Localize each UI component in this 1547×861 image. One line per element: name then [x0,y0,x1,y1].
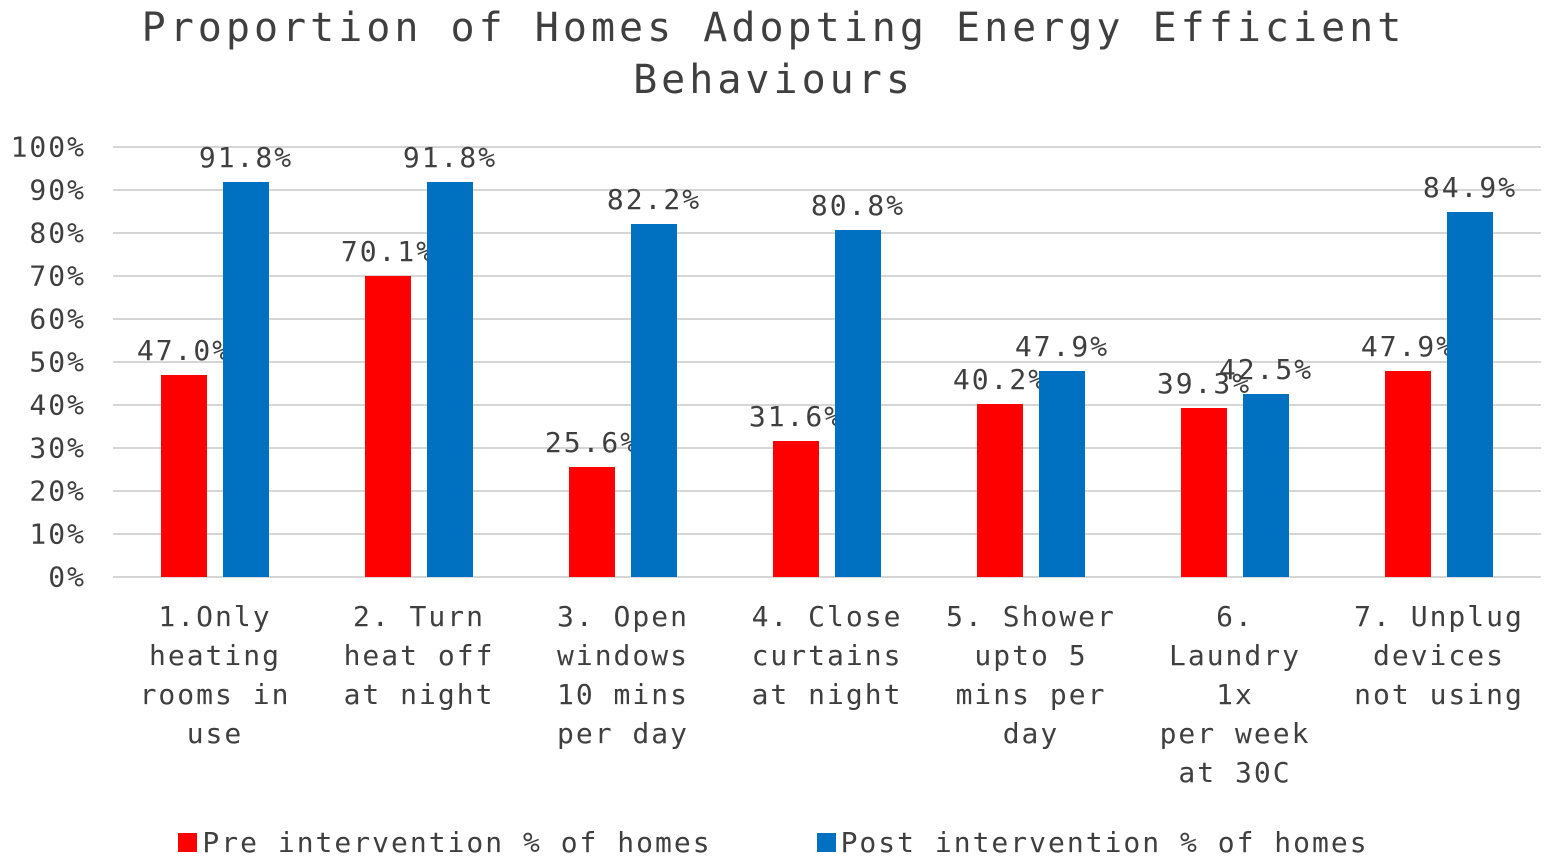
legend-label-post: Post intervention % of homes [840,826,1369,859]
value-label-post-5: 47.9% [1014,330,1110,364]
y-tick-50%: 50% [29,345,86,379]
value-label-post-2: 91.8% [402,141,498,175]
bar-pre-2 [365,275,411,577]
bar-pre-6 [1181,408,1227,577]
value-label-pre-3: 25.6% [544,425,640,459]
legend-label-pre: Pre intervention % of homes [202,826,712,859]
gridline-70% [113,275,1541,277]
bar-pre-4 [773,441,819,577]
chart-title: Proportion of Homes Adopting Energy Effi… [141,5,1406,103]
category-label-1: 1.Only heating rooms in use [139,600,291,750]
category-label-7: 7. Unplug devices not using [1354,600,1524,711]
legend-marker-post-icon [816,833,836,852]
bar-pre-7 [1385,371,1431,577]
bar-post-2 [427,182,473,577]
bar-pre-5 [977,404,1023,577]
category-label-5: 5. Shower upto 5 mins per day [946,600,1116,750]
gridline-40% [113,404,1541,406]
value-label-pre-4: 31.6% [748,400,844,434]
value-label-pre-6: 39.3% [1156,367,1252,401]
gridline-80% [113,232,1541,234]
y-tick-70%: 70% [29,259,86,293]
gridline-30% [113,447,1541,449]
gridline-0% [113,576,1541,578]
y-tick-40%: 40% [29,388,86,422]
value-label-pre-1: 47.0% [136,333,232,367]
bar-pre-3 [569,466,615,577]
gridline-90% [113,189,1541,191]
y-axis: 0% 10% 20% 30% 40% 50% 60% 70% 80% 90% 100% [0,131,86,594]
category-label-2: 2. Turn heat off at night [343,600,495,711]
legend-item-post: Post intervention % of homes [816,826,1369,859]
x-axis: 1.Only heating rooms in use 2. Turn heat … [113,597,1541,812]
bar-post-5 [1039,371,1085,577]
plot-area: 47.0% 91.8% 70.1% 91.8% 25.6% 82.2% 31.6% 80.8%… [113,141,1541,578]
y-tick-10%: 10% [29,517,86,551]
bar-pre-1 [161,374,207,577]
value-label-post-6: 42.5% [1218,353,1314,387]
gridline-50% [113,361,1541,363]
legend: Pre intervention % of homes Post interven… [0,826,1547,859]
y-tick-100%: 100% [10,130,86,164]
value-label-post-1: 91.8% [198,141,294,175]
y-tick-20%: 20% [29,474,86,508]
category-label-6: 6. Laundry 1x per week at 30C [1159,600,1311,789]
y-tick-90%: 90% [29,173,86,207]
value-label-pre-2: 70.1% [340,234,436,268]
value-label-post-7: 84.9% [1422,170,1518,204]
y-tick-0%: 0% [48,560,86,594]
value-label-post-3: 82.2% [606,182,702,216]
category-label-4: 4. Close curtains at night [751,600,903,711]
y-tick-80%: 80% [29,216,86,250]
bar-post-4 [835,229,881,577]
legend-marker-pre-icon [178,833,198,852]
bar-post-7 [1447,211,1493,577]
bar-post-1 [223,182,269,577]
gridline-100% [113,146,1541,148]
legend-item-pre: Pre intervention % of homes [178,826,711,859]
value-label-post-4: 80.8% [810,188,906,222]
gridline-10% [113,533,1541,535]
y-tick-30%: 30% [29,431,86,465]
y-tick-60%: 60% [29,302,86,336]
bar-post-3 [631,223,677,577]
gridline-20% [113,490,1541,492]
bar-post-6 [1243,394,1289,577]
value-label-pre-5: 40.2% [952,363,1048,397]
value-label-pre-7: 47.9% [1360,330,1456,364]
category-label-3: 3. Open windows 10 mins per day [556,600,689,750]
gridline-60% [113,318,1541,320]
